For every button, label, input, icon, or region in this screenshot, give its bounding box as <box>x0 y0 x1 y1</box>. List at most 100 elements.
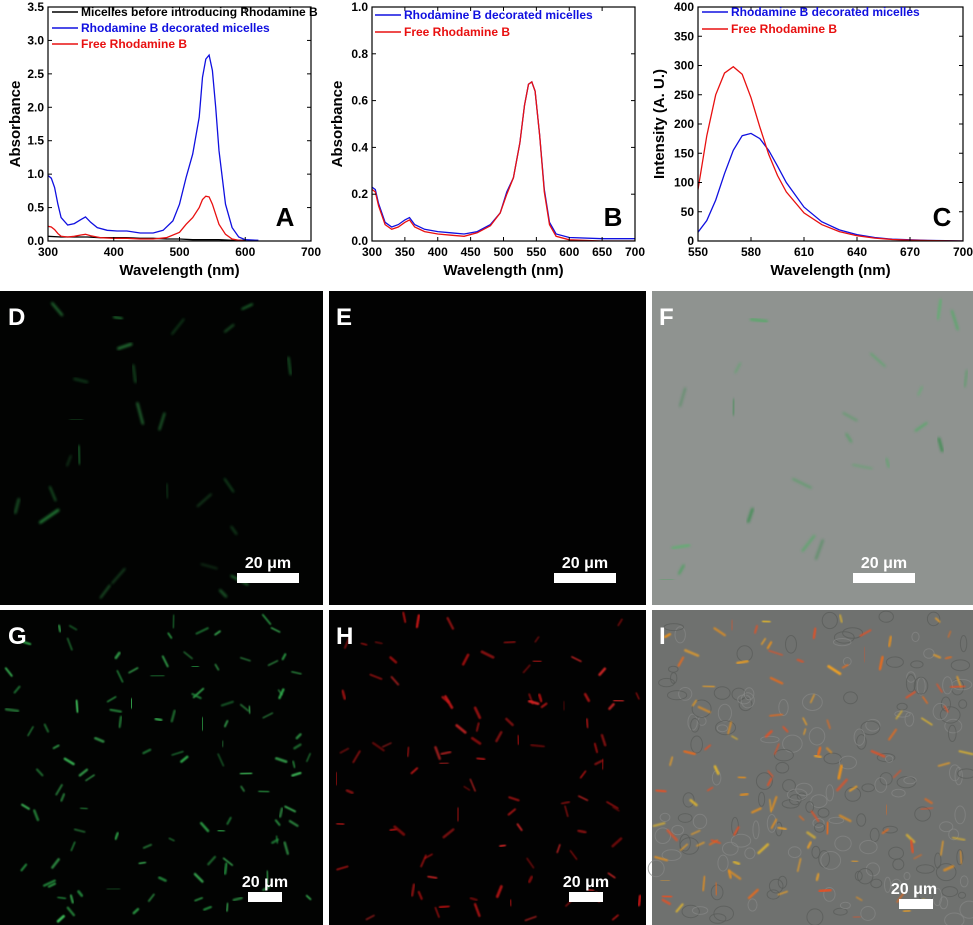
particle <box>770 818 778 829</box>
texture-blob <box>709 913 727 924</box>
particle <box>952 836 966 841</box>
particle <box>690 829 701 836</box>
particle <box>810 810 820 822</box>
particle <box>183 651 193 660</box>
particle <box>345 789 354 795</box>
texture-blob <box>679 833 691 852</box>
particle <box>713 765 720 775</box>
particle <box>49 486 57 502</box>
particle <box>232 896 243 902</box>
texture-blob <box>959 635 968 653</box>
particle <box>838 814 852 823</box>
particle <box>661 895 673 898</box>
particle <box>138 861 147 865</box>
particle <box>295 733 302 740</box>
particle <box>73 377 89 384</box>
particle <box>410 767 419 775</box>
texture-blob <box>773 749 794 762</box>
x-tick-label: 580 <box>741 245 761 259</box>
texture-blob <box>948 828 959 841</box>
particle <box>736 660 749 665</box>
particle <box>678 564 685 575</box>
particle <box>859 629 872 637</box>
particle <box>56 914 65 923</box>
particle <box>936 298 942 320</box>
particle <box>223 323 235 333</box>
x-tick-label: 670 <box>900 245 920 259</box>
particle <box>949 685 966 689</box>
particle <box>167 632 173 639</box>
legend-entry: Rhodamine B decorated micelles <box>404 8 593 22</box>
particle <box>382 742 392 748</box>
panel-label-d: D <box>8 304 25 331</box>
particle <box>499 844 507 847</box>
particle <box>51 858 60 869</box>
particle <box>73 828 86 833</box>
x-tick-label: 400 <box>104 245 124 259</box>
texture-blob <box>820 851 842 870</box>
y-tick-label: 0.6 <box>351 94 368 108</box>
particle <box>278 807 284 818</box>
particle <box>902 909 911 913</box>
scale-bar-label: 20 μm <box>861 555 907 572</box>
legend-entry: Free Rhodamine B <box>81 37 187 51</box>
particle <box>66 637 73 651</box>
particle <box>109 708 122 713</box>
particle <box>905 691 916 699</box>
particle <box>635 692 640 700</box>
particle <box>194 897 203 902</box>
texture-blob <box>687 713 698 731</box>
scale-bar-label: 20 μm <box>245 555 291 572</box>
texture-blob <box>874 777 888 793</box>
texture-blob <box>667 690 688 701</box>
particle <box>21 640 32 646</box>
particle <box>768 650 783 656</box>
texture-blob <box>690 735 704 754</box>
texture-blob <box>678 687 693 701</box>
particle <box>214 630 221 636</box>
texture-blob <box>896 702 908 711</box>
micrograph-panel-g: G 20 μm <box>0 610 323 925</box>
texture-blob <box>923 648 935 659</box>
particle <box>117 342 133 350</box>
particle <box>803 728 807 735</box>
particle <box>528 693 534 705</box>
texture-blob <box>682 792 695 808</box>
particle <box>283 841 290 855</box>
texture-blob <box>659 812 671 823</box>
particle <box>905 833 916 844</box>
particle <box>116 670 124 683</box>
particle <box>813 754 822 759</box>
particle <box>223 478 235 493</box>
y-axis-label: Intensity (A. U.) <box>651 69 668 179</box>
particle <box>560 801 570 805</box>
particle <box>79 807 88 810</box>
texture-blob <box>768 878 784 894</box>
texture-blob <box>870 878 883 889</box>
particle <box>524 915 537 922</box>
texture-blob <box>785 635 797 654</box>
particle <box>516 823 523 831</box>
texture-blob <box>939 706 961 724</box>
particle <box>427 875 438 879</box>
x-tick-label: 700 <box>301 245 321 259</box>
texture-blob <box>947 724 957 743</box>
particle <box>154 717 163 722</box>
scale-bar <box>554 573 616 583</box>
particle <box>4 667 13 677</box>
texture-blob <box>939 896 949 910</box>
texture-blob <box>959 875 969 888</box>
particle <box>881 828 889 835</box>
particle <box>469 778 476 792</box>
particle <box>937 762 951 767</box>
particle <box>473 706 482 720</box>
particle <box>27 726 34 737</box>
particle <box>679 843 689 851</box>
particle <box>727 721 733 735</box>
texture-blob <box>916 864 935 874</box>
x-axis-label: Wavelength (nm) <box>443 262 563 279</box>
texture-blob <box>744 847 756 860</box>
particle <box>336 822 345 826</box>
particle <box>32 809 40 822</box>
particle <box>99 584 111 599</box>
